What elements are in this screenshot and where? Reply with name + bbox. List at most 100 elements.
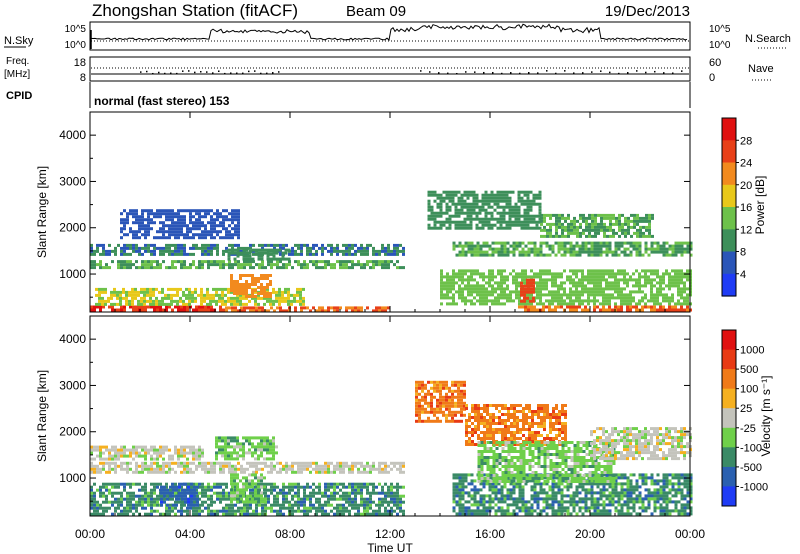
heatmap-cell bbox=[629, 290, 632, 294]
heatmap-cell bbox=[527, 293, 530, 297]
heatmap-cell bbox=[240, 263, 243, 267]
heatmap-cell bbox=[573, 219, 576, 223]
heatmap-cell bbox=[490, 190, 494, 194]
heatmap-cell bbox=[192, 482, 195, 486]
heatmap-cell bbox=[626, 247, 630, 251]
heatmap-cell bbox=[93, 467, 96, 471]
heatmap-cell bbox=[174, 445, 177, 449]
heatmap-cell bbox=[234, 209, 237, 213]
heatmap-cell bbox=[183, 467, 186, 471]
heatmap-cell bbox=[629, 299, 632, 303]
heatmap-cell bbox=[209, 293, 212, 297]
heatmap-cell bbox=[485, 244, 489, 248]
heatmap-cell bbox=[210, 263, 213, 267]
heatmap-cell bbox=[216, 494, 219, 498]
heatmap-cell bbox=[294, 494, 297, 498]
heatmap-cell bbox=[440, 293, 443, 297]
heatmap-cell bbox=[585, 228, 588, 232]
heatmap-cell bbox=[264, 494, 267, 498]
heatmap-cell bbox=[336, 249, 339, 253]
heatmap-cell bbox=[520, 226, 524, 230]
heatmap-cell bbox=[132, 233, 135, 237]
heatmap-cell bbox=[470, 287, 473, 291]
heatmap-cell bbox=[457, 410, 460, 414]
heatmap-cell bbox=[476, 272, 479, 276]
heatmap-cell bbox=[345, 464, 348, 468]
heatmap-cell bbox=[476, 250, 480, 254]
heatmap-cell bbox=[585, 216, 588, 220]
heatmap-cell bbox=[512, 281, 515, 285]
heatmap-cell bbox=[363, 497, 366, 501]
heatmap-cell bbox=[505, 223, 509, 227]
heatmap-cell bbox=[605, 250, 609, 254]
heatmap-cell bbox=[384, 467, 387, 471]
heatmap-cell bbox=[183, 249, 186, 253]
heatmap-cell bbox=[596, 275, 599, 279]
heatmap-cell bbox=[339, 482, 342, 486]
heatmap-cell bbox=[242, 454, 245, 458]
heatmap-cell bbox=[596, 287, 599, 291]
heatmap-cell bbox=[539, 272, 542, 276]
heatmap-cell bbox=[596, 290, 599, 294]
heatmap-cell bbox=[638, 278, 641, 282]
heatmap-cell bbox=[588, 231, 591, 235]
freq-panel-frame bbox=[89, 56, 691, 82]
heatmap-cell bbox=[593, 244, 597, 248]
heatmap-cell bbox=[345, 500, 348, 504]
heatmap-cell bbox=[384, 306, 387, 310]
heatmap-cell bbox=[290, 293, 293, 297]
heatmap-cell bbox=[593, 281, 596, 285]
heatmap-cell bbox=[219, 236, 222, 240]
heatmap-cell bbox=[324, 485, 327, 489]
heatmap-cell bbox=[225, 306, 228, 310]
heatmap-cell bbox=[642, 216, 645, 220]
heatmap-cell bbox=[330, 306, 333, 310]
heatmap-cell bbox=[402, 509, 405, 513]
freq-tick-bottom: 8 bbox=[80, 72, 86, 84]
heatmap-cell bbox=[149, 290, 152, 294]
heatmap-cell bbox=[460, 407, 463, 411]
heatmap-cell bbox=[162, 461, 165, 465]
heatmap-cell bbox=[662, 287, 665, 291]
heatmap-cell bbox=[539, 281, 542, 285]
heatmap-cell bbox=[204, 227, 207, 231]
heatmap-cell bbox=[206, 290, 209, 294]
heatmap-cell bbox=[263, 436, 266, 440]
heatmap-cell bbox=[539, 302, 542, 306]
heatmap-cell bbox=[296, 293, 299, 297]
heatmap-cell bbox=[306, 506, 309, 510]
heatmap-cell bbox=[160, 500, 163, 504]
heatmap-cell bbox=[269, 451, 272, 455]
heatmap-cell bbox=[161, 290, 164, 294]
heatmap-cell bbox=[665, 293, 668, 297]
heatmap-cell bbox=[506, 278, 509, 282]
heatmap-cell bbox=[381, 306, 384, 310]
heatmap-cell bbox=[165, 246, 168, 250]
heatmap-cell bbox=[554, 308, 557, 312]
heatmap-cell bbox=[575, 290, 578, 294]
heatmap-cell bbox=[237, 260, 240, 264]
heatmap-cell bbox=[279, 467, 282, 471]
heatmap-cell bbox=[222, 249, 225, 253]
heatmap-cell bbox=[671, 244, 675, 248]
heatmap-cell bbox=[204, 467, 207, 471]
heatmap-cell bbox=[167, 293, 170, 297]
heatmap-cell bbox=[651, 234, 654, 238]
heatmap-cell bbox=[470, 272, 473, 276]
heatmap-cell bbox=[99, 506, 102, 510]
heatmap-cell bbox=[545, 287, 548, 291]
heatmap-cell bbox=[378, 263, 381, 267]
heatmap-cell bbox=[339, 506, 342, 510]
heatmap-cell bbox=[183, 209, 186, 213]
heatmap-cell bbox=[189, 246, 192, 250]
heatmap-cell bbox=[605, 253, 609, 257]
heatmap-cell bbox=[267, 309, 270, 313]
heatmap-cell bbox=[451, 401, 454, 405]
heatmap-cell bbox=[282, 494, 285, 498]
heatmap-cell bbox=[518, 290, 521, 294]
heatmap-cell bbox=[396, 252, 399, 256]
heatmap-cell bbox=[497, 253, 501, 257]
heatmap-cell bbox=[608, 302, 611, 306]
heatmap-cell bbox=[523, 299, 526, 303]
heatmap-cell bbox=[490, 211, 494, 215]
